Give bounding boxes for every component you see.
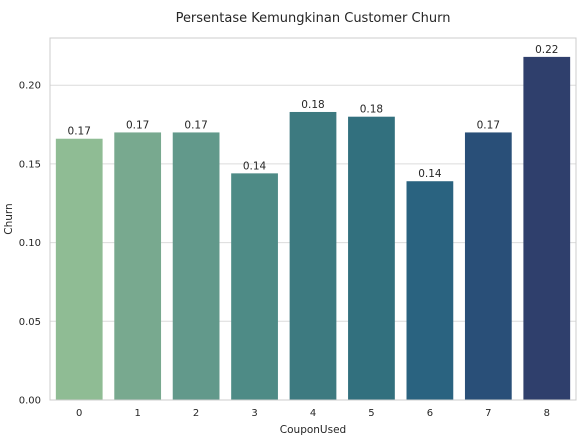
x-tick-label: 0 — [76, 408, 82, 419]
x-tick-label: 8 — [544, 408, 550, 419]
bar — [348, 116, 395, 401]
bars — [55, 56, 571, 401]
y-tick-label: 0.15 — [19, 159, 41, 170]
bar — [289, 111, 337, 401]
x-axis-label: CouponUsed — [280, 424, 346, 436]
y-tick-label: 0.05 — [19, 317, 41, 328]
x-tick-label: 1 — [134, 408, 140, 419]
bar-value-label: 0.18 — [301, 99, 324, 111]
bar-value-label: 0.14 — [243, 160, 267, 172]
x-tick-label: 4 — [310, 408, 316, 419]
bar-value-label: 0.14 — [418, 168, 442, 180]
x-axis-ticks: 0 1 2 3 4 5 6 7 8 — [76, 408, 550, 419]
x-tick-label: 2 — [193, 408, 199, 419]
y-axis-label: Churn — [3, 203, 15, 234]
bar — [172, 132, 220, 400]
bar-value-label: 0.17 — [184, 119, 207, 131]
x-tick-label: 6 — [427, 408, 433, 419]
y-tick-label: 0.00 — [19, 396, 41, 407]
bar-value-label: 0.17 — [477, 119, 500, 131]
y-axis-ticks: 0.00 0.05 0.10 0.15 0.20 — [19, 81, 41, 407]
bar — [114, 132, 162, 400]
bar — [55, 138, 103, 400]
bar — [231, 173, 278, 400]
y-tick-label: 0.10 — [19, 238, 41, 249]
bar — [464, 132, 512, 400]
x-tick-label: 7 — [485, 408, 491, 419]
bar-value-label: 0.22 — [535, 44, 558, 56]
x-tick-label: 5 — [368, 408, 374, 419]
bar-value-label: 0.17 — [126, 119, 149, 131]
data-labels: 0.17 0.17 0.17 0.14 0.18 0.18 0.14 0.17 0.22 — [68, 44, 559, 180]
x-tick-label: 3 — [251, 408, 257, 419]
plot-frame — [49, 37, 577, 401]
bar — [523, 56, 571, 400]
y-tick-label: 0.20 — [19, 81, 41, 92]
bar-value-label: 0.18 — [360, 104, 383, 116]
chart-title: Persentase Kemungkinan Customer Churn — [176, 11, 451, 26]
bar — [406, 181, 454, 400]
bar-value-label: 0.17 — [68, 126, 91, 138]
